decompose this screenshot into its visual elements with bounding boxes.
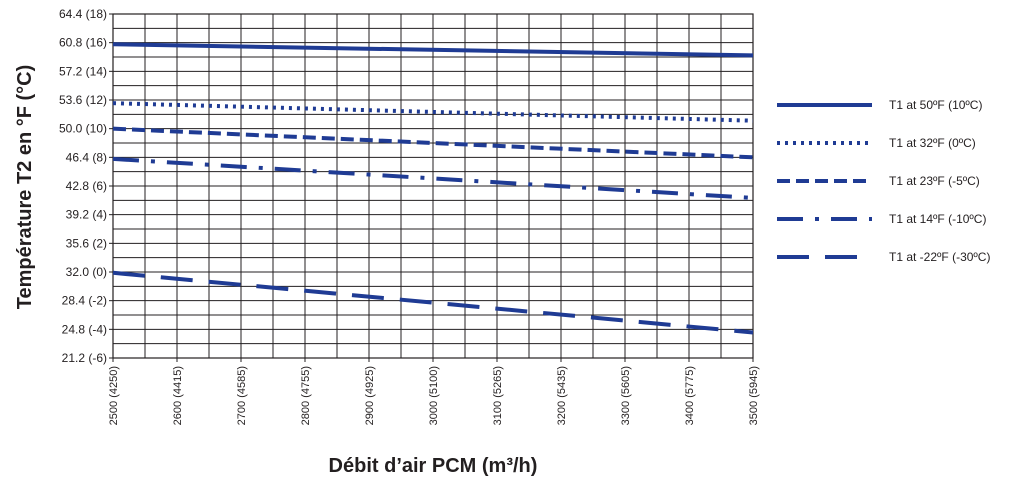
series-lines [112,42,754,335]
legend-label: T1 at 14ºF (-10ºC) [889,212,986,226]
series-line-2 [112,101,754,123]
x-tick-label: 3400 (5775) [684,366,696,425]
y-tick-label: 50.0 (10) [59,122,107,136]
y-tick-label: 53.6 (12) [59,93,107,107]
x-tick-label: 3300 (5605) [620,366,632,425]
x-tick-label: 3500 (5945) [748,366,760,425]
y-axis-ticks: 64.4 (18) 60.8 (16) 57.2 (14) 53.6 (12) 50.0… [59,7,113,365]
legend-label: T1 at 32ºF (0ºC) [889,136,976,150]
y-axis-title: Température T2 en °F (°C) [14,65,36,310]
x-axis-ticks: 2500 (4250) 2600 (4415) 2700 (4585) 2800 (4… [108,358,760,425]
legend-label: T1 at -22ºF (-30ºC) [889,250,990,264]
y-tick-label: 21.2 (-6) [62,351,107,365]
series-line-5 [112,270,754,335]
y-tick-label: 32.0 (0) [66,265,107,279]
x-axis-title: Débit d’air PCM (m³/h) [329,455,538,477]
x-tick-label: 2800 (4755) [300,366,312,425]
legend-label: T1 at 50ºF (10ºC) [889,98,982,112]
series-line-3 [112,126,754,160]
x-tick-label: 2600 (4415) [172,366,184,425]
series-line-1 [112,42,754,58]
y-tick-label: 57.2 (14) [59,64,107,78]
y-tick-label: 28.4 (-2) [62,294,107,308]
chart-grid [112,13,754,359]
x-tick-label: 2700 (4585) [236,366,248,425]
y-tick-label: 35.6 (2) [66,236,107,250]
x-tick-label: 3000 (5100) [428,366,440,425]
legend-label: T1 at 23ºF (-5ºC) [889,174,980,188]
y-tick-label: 64.4 (18) [59,7,107,21]
x-tick-label: 2500 (4250) [108,366,120,425]
y-tick-label: 60.8 (16) [59,36,107,50]
y-tick-label: 24.8 (-4) [62,322,107,336]
y-tick-label: 42.8 (6) [66,179,107,193]
y-tick-label: 46.4 (8) [66,150,107,164]
x-tick-label: 3200 (5435) [556,366,568,425]
x-tick-label: 3100 (5265) [492,366,504,425]
x-tick-label: 2900 (4925) [364,366,376,425]
y-tick-label: 39.2 (4) [66,208,107,222]
legend: T1 at 50ºF (10ºC) T1 at 32ºF (0ºC) T1 at 2… [777,98,990,264]
